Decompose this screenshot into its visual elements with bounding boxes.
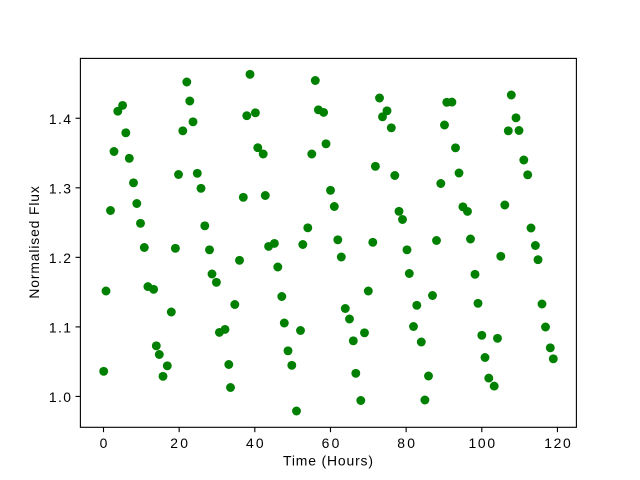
svg-text:60: 60: [322, 435, 340, 451]
svg-text:80: 80: [397, 435, 415, 451]
svg-text:1.2: 1.2: [49, 250, 71, 266]
svg-text:Normalised Flux: Normalised Flux: [26, 186, 42, 299]
svg-text:Time (Hours): Time (Hours): [283, 453, 373, 469]
svg-text:100: 100: [469, 435, 496, 451]
svg-text:120: 120: [544, 435, 571, 451]
svg-text:1.0: 1.0: [49, 389, 71, 405]
svg-text:1.4: 1.4: [49, 111, 71, 127]
svg-text:0: 0: [100, 435, 108, 451]
svg-text:20: 20: [170, 435, 188, 451]
svg-text:1.3: 1.3: [49, 181, 71, 197]
svg-text:1.1: 1.1: [49, 320, 71, 336]
svg-text:40: 40: [246, 435, 264, 451]
